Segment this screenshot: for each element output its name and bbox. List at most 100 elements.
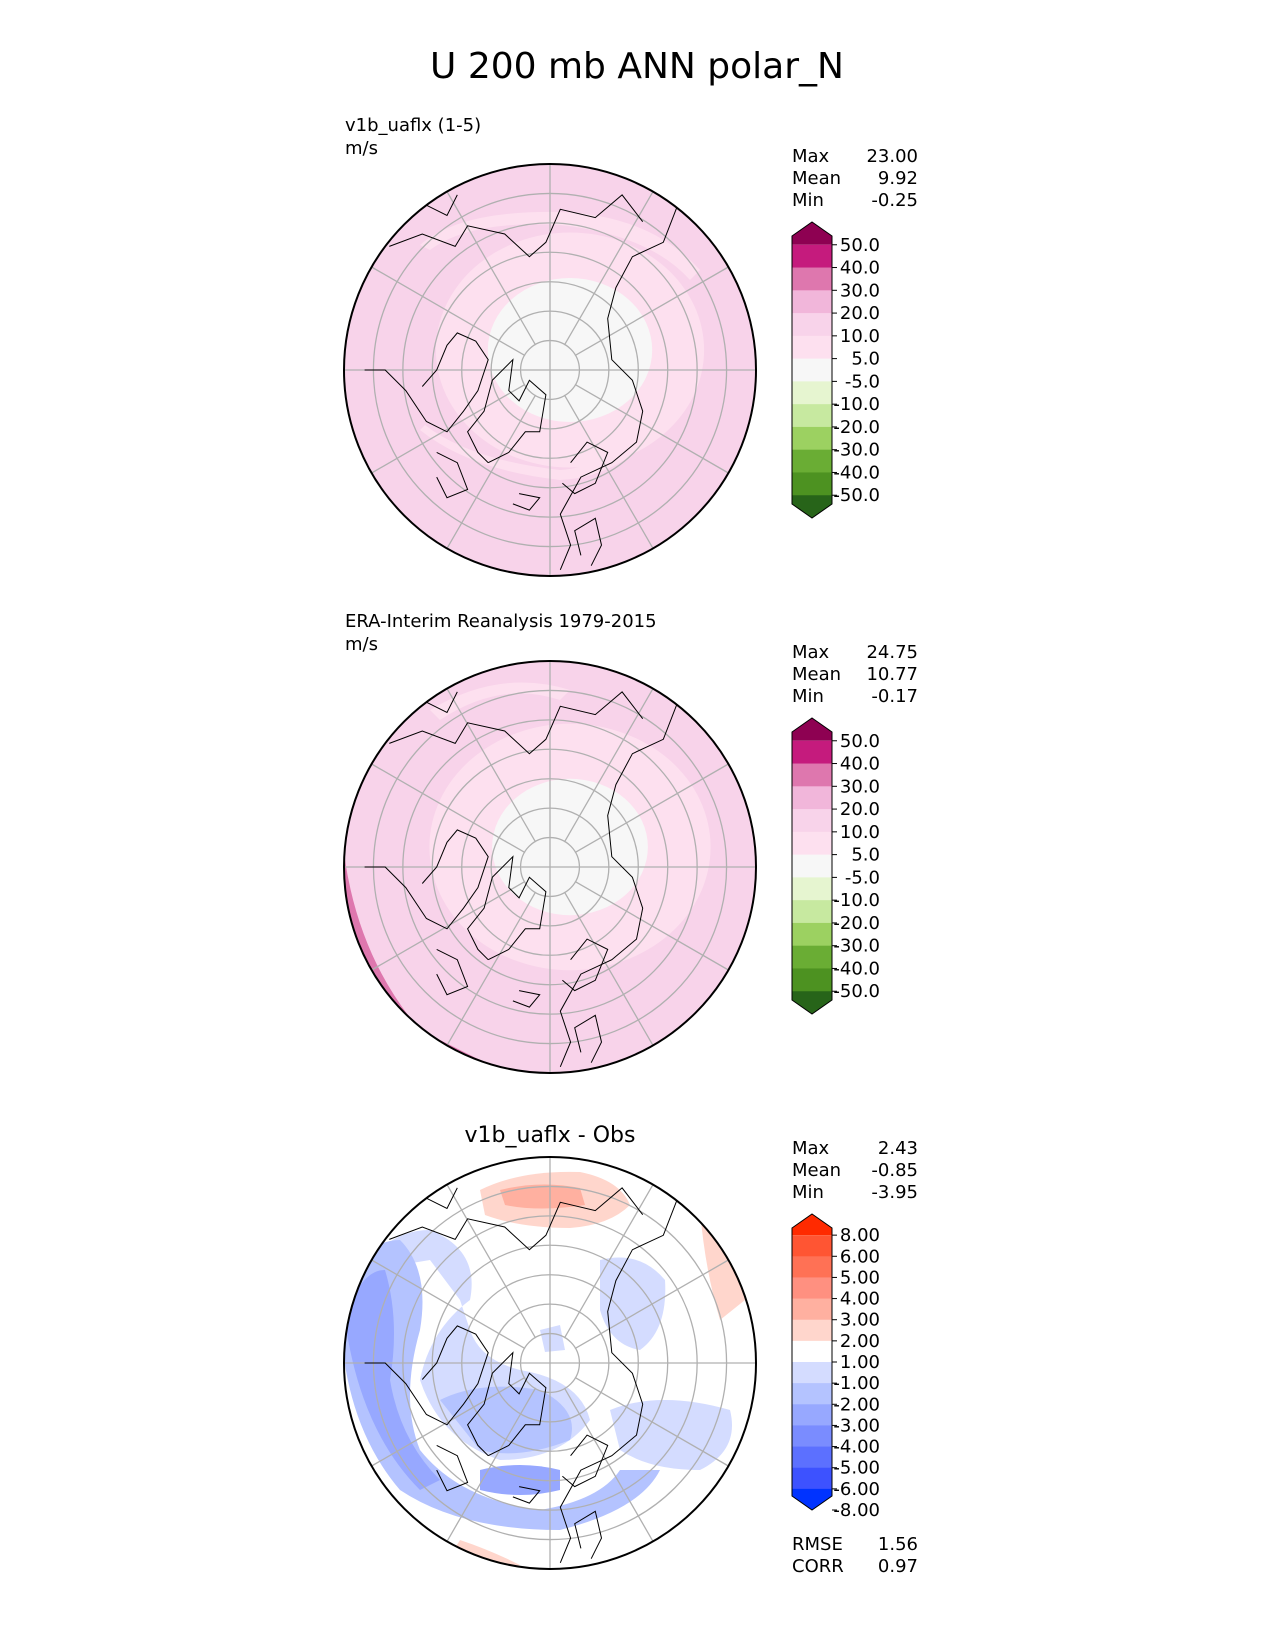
panel-difference-boundary bbox=[343, 1156, 757, 1570]
colorbar-swatch bbox=[792, 381, 832, 405]
coastline bbox=[436, 451, 469, 499]
colorbar-label: 50.0 bbox=[840, 235, 880, 256]
panel-test-colorbar: 50.040.030.020.010.05.0-5.0-10.0-20.0-30… bbox=[791, 221, 880, 519]
colorbar-label: -2.00 bbox=[833, 1394, 880, 1415]
meridian-line bbox=[574, 1259, 729, 1350]
field-band-6 bbox=[492, 778, 648, 916]
meridian-line bbox=[446, 1184, 537, 1339]
stat-min-label: Min bbox=[792, 686, 824, 707]
coastline bbox=[374, 524, 397, 567]
colorbar-swatch bbox=[792, 1319, 832, 1342]
meridian-line bbox=[446, 394, 537, 549]
meridian-line bbox=[563, 1387, 654, 1542]
panel-reference-units: m/s bbox=[345, 634, 378, 655]
field-band-6 bbox=[487, 277, 653, 423]
meridian-line bbox=[563, 191, 654, 346]
coastline bbox=[389, 194, 644, 258]
meridian-line bbox=[574, 383, 729, 474]
colorbar-label: 5.0 bbox=[851, 845, 880, 866]
panel-difference-stats: Max 2.43 Mean -0.85 Min -3.95 bbox=[792, 1138, 918, 1203]
stat-max-value: 2.43 bbox=[878, 1138, 918, 1159]
colorbar-extend-min bbox=[792, 1488, 832, 1510]
stat-min-label: Min bbox=[792, 190, 824, 211]
stat-max-label: Max bbox=[792, 146, 830, 167]
coastline bbox=[389, 1187, 644, 1251]
colorbar-label: -50.0 bbox=[833, 981, 880, 1002]
panel-difference: v1b_uaflx - Obs 8.006.005.004.003.002. bbox=[343, 1123, 918, 1577]
colorbar-label: 10.0 bbox=[840, 822, 880, 843]
colorbar-label: -5.0 bbox=[845, 867, 880, 888]
colorbar-swatch bbox=[792, 1298, 832, 1321]
colorbar-extend-max bbox=[792, 718, 832, 741]
colorbar-swatch bbox=[792, 358, 832, 382]
colorbar-label: -20.0 bbox=[833, 417, 880, 438]
colorbar-label: 30.0 bbox=[840, 280, 880, 301]
meridian-line bbox=[563, 688, 654, 843]
panel-reference-stats: Max 24.75 Mean 10.77 Min -0.17 bbox=[792, 642, 918, 707]
colorbar-label: 6.00 bbox=[840, 1246, 880, 1267]
colorbar-label: -6.00 bbox=[833, 1479, 880, 1500]
stat-rmse-value: 1.56 bbox=[878, 1534, 918, 1555]
coastline bbox=[374, 1021, 397, 1064]
colorbar-outline bbox=[791, 1213, 833, 1511]
panel-test-stats: Max 23.00 Mean 9.92 Min -0.25 bbox=[792, 146, 918, 211]
panel-difference-extra-stats: RMSE 1.56 CORR 0.97 bbox=[792, 1534, 918, 1577]
coastline bbox=[559, 1198, 679, 1563]
coastline bbox=[574, 517, 603, 566]
meridian-line bbox=[446, 1387, 537, 1542]
panel-reference-map bbox=[344, 661, 756, 1073]
colorbar-label: 3.00 bbox=[840, 1310, 880, 1331]
figure-title: U 200 mb ANN polar_N bbox=[430, 46, 844, 87]
colorbar-label: -30.0 bbox=[833, 440, 880, 461]
coastline bbox=[574, 1510, 603, 1559]
stat-min-value: -0.17 bbox=[871, 686, 918, 707]
meridian-line bbox=[563, 394, 654, 549]
colorbar-label: 8.00 bbox=[840, 1225, 880, 1246]
coastline bbox=[559, 702, 679, 1067]
meridian-line bbox=[574, 1376, 729, 1467]
coastline bbox=[374, 1517, 397, 1560]
colorbar-label: 2.00 bbox=[840, 1331, 880, 1352]
meridian-line bbox=[446, 688, 537, 843]
colorbar-swatch bbox=[792, 786, 832, 810]
coastline bbox=[559, 205, 679, 570]
coastline bbox=[467, 358, 547, 464]
colorbar-swatch bbox=[792, 1383, 832, 1405]
colorbar-swatch bbox=[792, 335, 832, 360]
stat-max-value: 23.00 bbox=[866, 146, 918, 167]
colorbar-label: 50.0 bbox=[840, 731, 880, 752]
colorbar-swatch bbox=[792, 900, 832, 924]
coastline bbox=[562, 1434, 609, 1488]
colorbar-label: 30.0 bbox=[840, 776, 880, 797]
colorbar-outline bbox=[791, 221, 833, 519]
coastline bbox=[574, 1014, 603, 1063]
coastline bbox=[426, 194, 458, 217]
meridian-line bbox=[563, 1184, 654, 1339]
meridian-line bbox=[574, 880, 729, 971]
colorbar-swatch bbox=[792, 290, 832, 314]
meridian-line bbox=[371, 266, 526, 357]
coastline bbox=[426, 691, 458, 714]
stat-max-label: Max bbox=[792, 1138, 830, 1159]
stat-mean-value: 9.92 bbox=[878, 168, 918, 189]
stat-max-value: 24.75 bbox=[866, 642, 918, 663]
stat-corr-value: 0.97 bbox=[878, 1556, 918, 1577]
coastline bbox=[512, 493, 541, 511]
meridian-line bbox=[371, 1376, 526, 1467]
colorbar-label: 5.0 bbox=[851, 349, 880, 370]
colorbar-label: -40.0 bbox=[833, 958, 880, 979]
panel-reference-boundary bbox=[343, 660, 757, 1074]
stat-mean-value: 10.77 bbox=[866, 664, 918, 685]
colorbar-extend-max bbox=[792, 1214, 832, 1236]
colorbar-swatch bbox=[792, 763, 832, 787]
colorbar-label: -4.00 bbox=[833, 1437, 880, 1458]
meridian-line bbox=[446, 891, 537, 1046]
stat-min-label: Min bbox=[792, 1182, 824, 1203]
colorbar-extend-min bbox=[792, 991, 832, 1014]
meridian-line bbox=[371, 383, 526, 474]
stat-mean-label: Mean bbox=[792, 664, 841, 685]
colorbar-swatch bbox=[792, 877, 832, 901]
colorbar-swatch bbox=[792, 244, 832, 269]
coastline bbox=[364, 829, 489, 930]
colorbar-swatch bbox=[792, 1404, 832, 1426]
